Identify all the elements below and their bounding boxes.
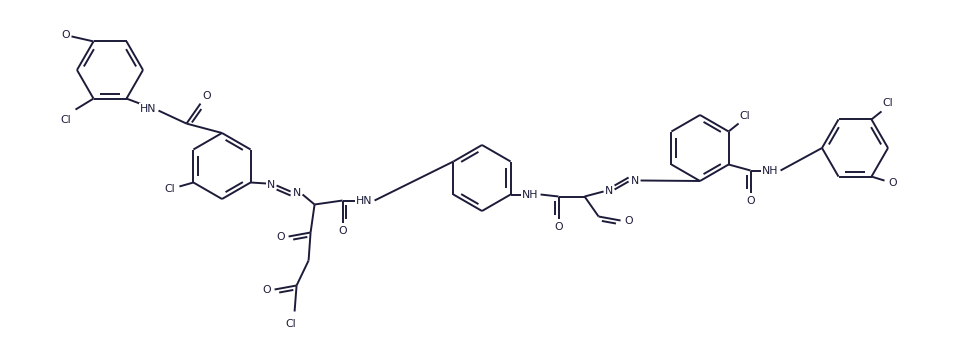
Text: HN: HN <box>140 103 156 113</box>
Text: O: O <box>262 285 271 295</box>
Text: O: O <box>276 232 285 242</box>
Text: N: N <box>266 179 275 189</box>
Text: HN: HN <box>356 195 372 205</box>
Text: N: N <box>604 185 613 195</box>
Text: O: O <box>554 222 563 232</box>
Text: O: O <box>746 195 755 205</box>
Text: N: N <box>630 175 639 185</box>
Text: NH: NH <box>522 189 538 199</box>
Text: O: O <box>61 30 69 40</box>
Text: O: O <box>888 178 896 188</box>
Text: O: O <box>339 226 346 236</box>
Text: O: O <box>203 91 210 101</box>
Text: Cl: Cl <box>882 98 893 108</box>
Text: Cl: Cl <box>164 184 175 194</box>
Text: N: N <box>292 188 301 198</box>
Text: NH: NH <box>762 165 779 175</box>
Text: Cl: Cl <box>60 115 70 125</box>
Text: O: O <box>624 216 633 226</box>
Text: Cl: Cl <box>739 111 750 121</box>
Text: Cl: Cl <box>286 319 296 329</box>
